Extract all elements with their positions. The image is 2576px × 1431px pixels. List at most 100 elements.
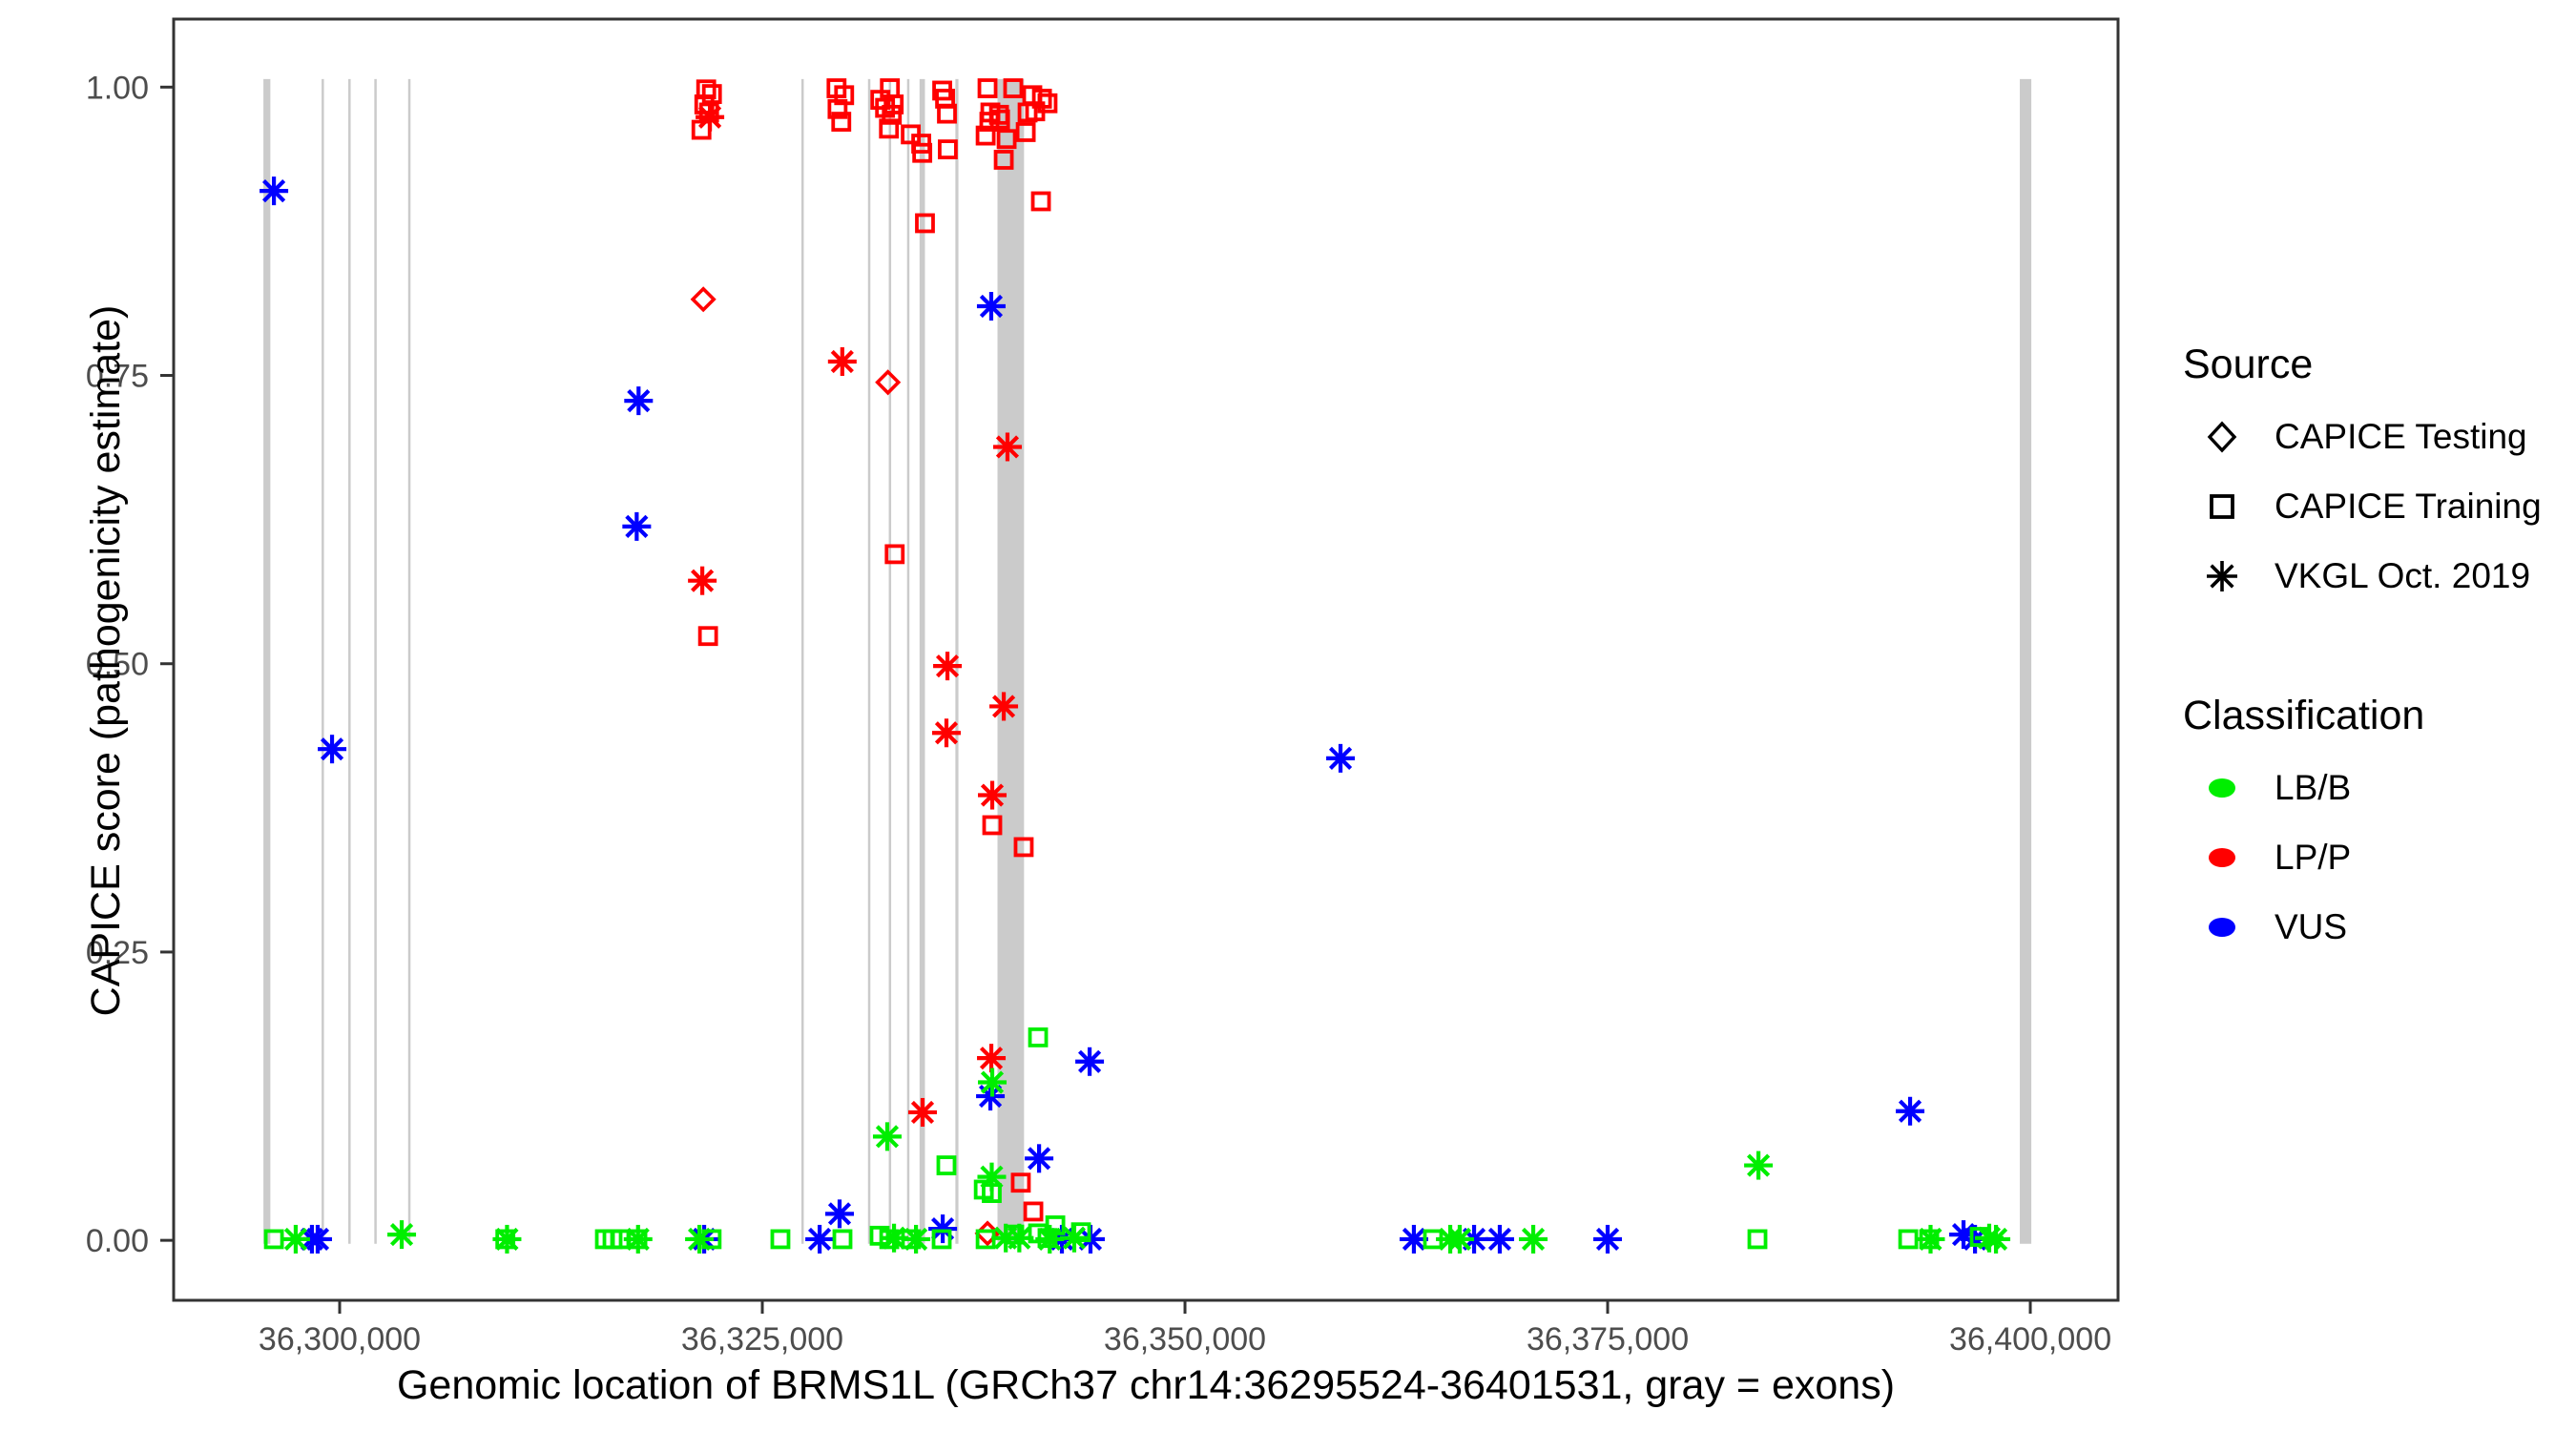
data-point (624, 386, 654, 416)
data-point (902, 1224, 931, 1254)
data-point (770, 1229, 791, 1250)
data-point (623, 1224, 653, 1254)
data-point (1444, 1224, 1474, 1254)
legend-item-label: LP/P (2275, 837, 2352, 877)
data-point (1023, 1201, 1044, 1222)
data-point (1485, 1224, 1514, 1254)
data-point (824, 1199, 854, 1229)
data-point (875, 369, 902, 396)
legend-item-capice-testing: CAPICE Testing (2183, 402, 2565, 471)
data-point (690, 286, 717, 313)
exon-bar (867, 78, 871, 1244)
data-point (908, 1097, 938, 1127)
legend-item-lpp: LP/P (2183, 822, 2565, 892)
legend-item-label: CAPICE Training (2275, 486, 2542, 526)
data-point (882, 104, 903, 125)
exon-bar (955, 78, 959, 1244)
legend-item-label: VKGL Oct. 2019 (2275, 555, 2531, 595)
exon-bar (263, 78, 271, 1244)
legend-item-capice-training: CAPICE Training (2183, 471, 2565, 541)
data-point (977, 1162, 1007, 1192)
data-point (831, 112, 852, 132)
data-point (931, 1229, 952, 1250)
exon-bar (374, 78, 377, 1244)
x-tick-label: 36,375,000 (1527, 1321, 1689, 1358)
data-point (1035, 1224, 1065, 1254)
data-point (832, 1229, 853, 1250)
legend-item-label: CAPICE Testing (2275, 416, 2527, 456)
data-point (1030, 191, 1051, 212)
data-point (1003, 78, 1024, 98)
data-point (979, 112, 1000, 132)
y-tick-label: 0.75 (86, 359, 149, 395)
exon-bar (919, 78, 925, 1244)
data-point (1898, 1229, 1919, 1250)
data-point (1593, 1224, 1623, 1254)
square-icon (2183, 487, 2261, 526)
data-point (879, 118, 900, 139)
data-point (977, 78, 998, 98)
data-point (685, 1224, 715, 1254)
data-point (936, 1155, 957, 1175)
legend-item-vkgl: VKGL Oct. 2019 (2183, 541, 2565, 611)
data-point (280, 1224, 310, 1254)
x-tick-label: 36,350,000 (1104, 1321, 1266, 1358)
exon-bar (322, 78, 324, 1244)
exon-bar (407, 78, 411, 1244)
data-point (260, 176, 289, 206)
data-point (696, 102, 725, 132)
legend-classification-title: Classification (2183, 693, 2425, 738)
exon-bar (997, 78, 1025, 1244)
data-point (697, 626, 718, 647)
data-point (978, 780, 1008, 810)
data-point (884, 544, 905, 565)
data-point (938, 139, 958, 159)
data-point (992, 432, 1022, 462)
data-point (387, 1220, 417, 1250)
lpp-dot-icon (2183, 843, 2261, 872)
data-point (1015, 122, 1036, 142)
data-point (492, 1224, 522, 1254)
y-tick-label: 0.50 (86, 647, 149, 683)
x-axis-title: Genomic location of BRMS1L (GRCh37 chr14… (396, 1362, 1896, 1408)
legend-source-title: Source (2183, 342, 2314, 387)
y-tick-label: 0.25 (86, 935, 149, 971)
legend-item-lbb: LB/B (2183, 753, 2565, 822)
data-point (805, 1224, 835, 1254)
data-point (912, 142, 933, 163)
data-point (937, 103, 957, 124)
data-point (931, 718, 961, 748)
y-axis-title: CAPICE score (pathogenicity estimate) (83, 304, 129, 1017)
data-point (1744, 1151, 1774, 1180)
data-point (688, 566, 717, 595)
data-point (982, 815, 1003, 836)
data-point (1025, 1144, 1054, 1173)
data-point (1059, 1223, 1089, 1253)
data-point (1747, 1229, 1768, 1250)
asterisk-icon (2183, 555, 2261, 597)
data-point (1896, 1096, 1925, 1126)
legend: Source CAPICE Testing CAPICE Training (2183, 342, 2565, 962)
data-point (993, 150, 1014, 170)
data-point (1013, 837, 1034, 858)
data-point (1010, 1172, 1031, 1193)
exon-bar (906, 78, 910, 1244)
data-point (872, 1122, 902, 1151)
exon-bar (888, 78, 892, 1244)
data-point (1075, 1047, 1105, 1076)
exon-bar (800, 78, 804, 1244)
exon-bar (2020, 78, 2032, 1244)
data-point (1916, 1224, 1945, 1254)
data-point (989, 109, 1010, 130)
data-point (827, 98, 848, 119)
vus-dot-icon (2183, 913, 2261, 942)
legend-item-label: VUS (2275, 906, 2348, 946)
x-tick-label: 36,400,000 (1949, 1321, 2111, 1358)
data-point (996, 129, 1017, 150)
data-point (977, 1044, 1007, 1073)
x-tick-label: 36,300,000 (259, 1321, 421, 1358)
data-point (975, 125, 996, 146)
data-point (915, 213, 935, 234)
data-point (827, 347, 857, 377)
